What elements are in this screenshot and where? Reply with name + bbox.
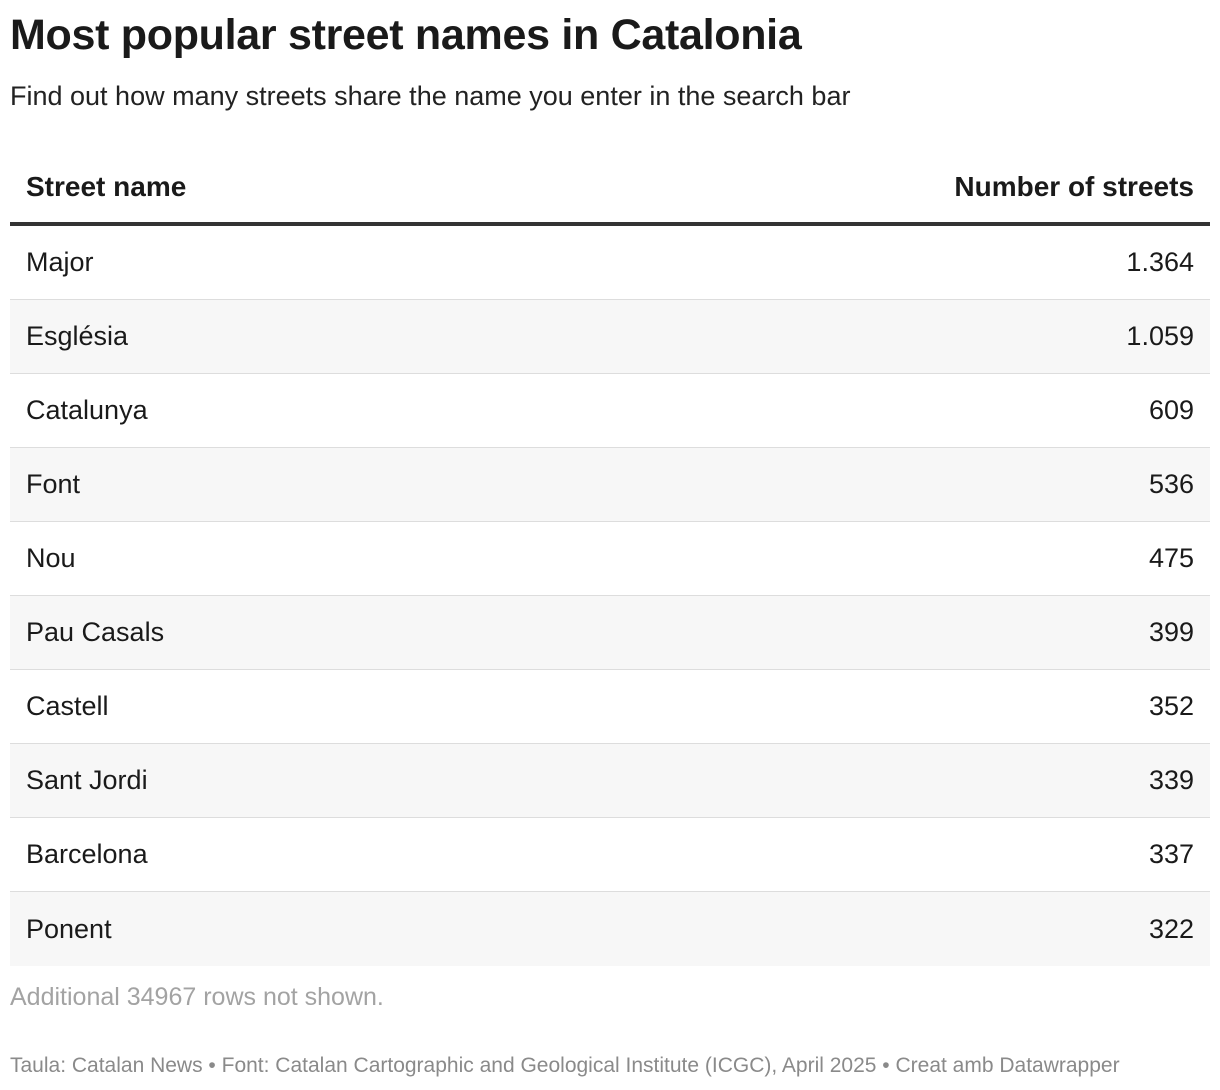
table-row: Sant Jordi 339 — [10, 744, 1210, 818]
street-count-cell: 1.059 — [1126, 321, 1194, 351]
table-row: Ponent 322 — [10, 892, 1210, 966]
source-footer: Taula: Catalan News • Font: Catalan Cart… — [10, 1054, 1120, 1077]
street-name-cell: Major — [26, 247, 94, 277]
street-name-cell: Nou — [26, 543, 76, 573]
street-count-cell: 536 — [1148, 469, 1194, 499]
street-count-cell: 609 — [1148, 395, 1194, 425]
street-count-cell: 475 — [1148, 543, 1194, 573]
street-count-cell: 1.364 — [1126, 247, 1194, 277]
table-row: Font 536 — [10, 448, 1210, 522]
street-name-cell: Ponent — [26, 913, 112, 944]
street-name-cell: Església — [26, 321, 129, 351]
table-row: Catalunya 609 — [10, 374, 1210, 448]
table-body: Major 1.364 Església 1.059 Catalunya 609 Font 5… — [10, 226, 1210, 966]
column-header-number-of-streets[interactable]: Number of streets — [954, 171, 1194, 202]
table-row: Barcelona 337 — [10, 818, 1210, 892]
table-header: Street name Number of streets — [10, 152, 1210, 226]
street-name-cell: Barcelona — [26, 839, 148, 869]
street-count-cell: 399 — [1148, 617, 1194, 647]
table-row: Major 1.364 — [10, 226, 1210, 300]
street-name-cell: Castell — [26, 691, 109, 721]
street-name-cell: Sant Jordi — [26, 765, 148, 795]
table-row: Església 1.059 — [10, 300, 1210, 374]
table-row: Pau Casals 399 — [10, 596, 1210, 670]
street-count-cell: 352 — [1148, 691, 1194, 721]
rows-not-shown-note: Additional 34967 rows not shown. — [10, 983, 384, 1011]
street-name-cell: Pau Casals — [26, 617, 165, 647]
street-count-cell: 337 — [1148, 839, 1194, 869]
table-row: Nou 475 — [10, 522, 1210, 596]
street-count-cell: 339 — [1148, 765, 1194, 795]
column-header-street-name[interactable]: Street name — [26, 171, 187, 202]
chart-subtitle: Find out how many streets share the name… — [10, 81, 851, 111]
street-name-cell: Catalunya — [26, 395, 148, 425]
street-count-cell: 322 — [1148, 913, 1194, 944]
chart-title: Most popular street names in Catalonia — [10, 11, 802, 59]
street-name-cell: Font — [26, 469, 81, 499]
table-row: Castell 352 — [10, 670, 1210, 744]
data-table: Street name Number of streets Major 1.364… — [10, 152, 1210, 966]
